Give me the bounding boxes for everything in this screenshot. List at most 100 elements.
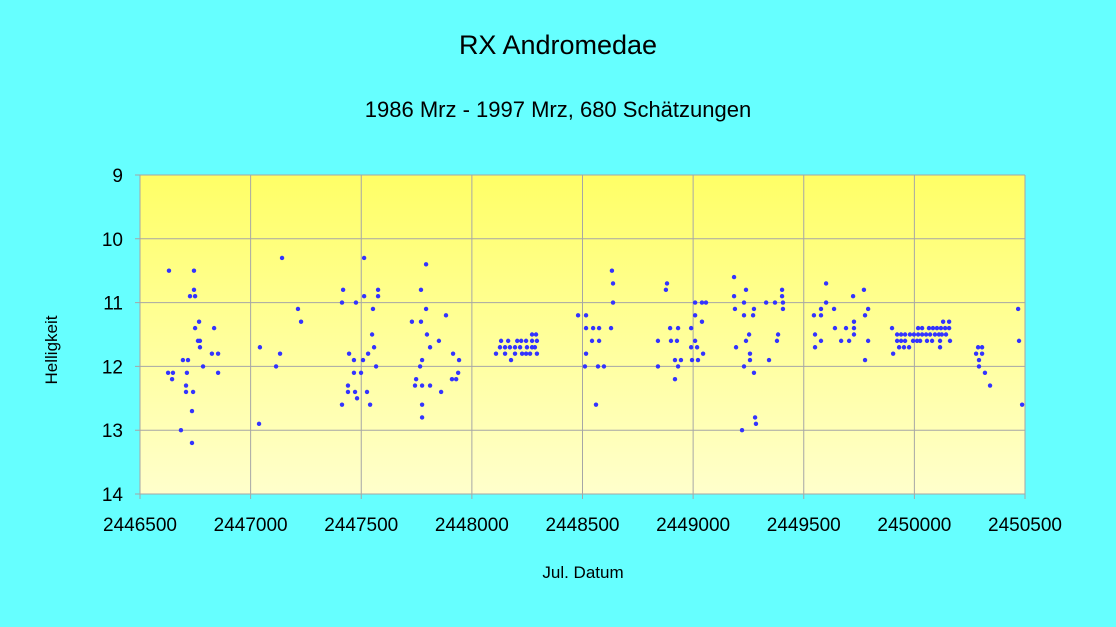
data-point <box>894 332 900 337</box>
y-tick-label: 11 <box>103 294 123 315</box>
data-point <box>256 421 262 427</box>
data-point <box>934 325 940 331</box>
data-point <box>183 383 189 388</box>
data-point <box>358 370 364 375</box>
y-tick-label: 13 <box>102 421 123 442</box>
data-point <box>700 351 706 356</box>
data-point <box>370 306 376 312</box>
data-point <box>529 332 535 337</box>
data-point <box>939 332 945 337</box>
data-point <box>409 319 415 324</box>
data-point <box>189 440 195 446</box>
data-point <box>608 325 614 331</box>
data-point <box>751 370 757 375</box>
data-point <box>364 389 370 395</box>
data-point <box>982 370 988 375</box>
data-point <box>375 287 381 293</box>
data-point <box>731 294 737 299</box>
data-point <box>678 357 684 363</box>
data-point <box>505 338 511 344</box>
data-point <box>1015 306 1021 312</box>
data-point <box>524 345 530 350</box>
data-point <box>360 357 366 363</box>
data-point <box>575 313 581 318</box>
data-point <box>601 364 607 369</box>
data-point <box>582 364 588 369</box>
data-point <box>674 338 680 344</box>
data-point <box>493 351 499 356</box>
data-point <box>497 345 503 350</box>
data-point <box>976 364 982 369</box>
data-point <box>823 300 829 305</box>
data-point <box>902 338 908 344</box>
x-tick-label: 2446500 <box>103 515 177 536</box>
data-point <box>865 306 871 312</box>
data-point <box>1019 402 1025 407</box>
x-axis-label: Jul. Datum <box>542 563 624 582</box>
y-tick-label: 14 <box>102 485 124 506</box>
data-point <box>979 351 985 356</box>
data-point <box>371 345 377 350</box>
data-point <box>699 300 705 305</box>
x-tick-label: 2450500 <box>988 515 1062 536</box>
data-point <box>695 357 701 363</box>
data-point <box>345 389 351 395</box>
data-point <box>443 313 449 318</box>
data-point <box>519 338 524 344</box>
data-point <box>590 325 596 331</box>
data-point <box>927 332 933 337</box>
data-point <box>165 370 171 375</box>
data-point <box>427 383 433 388</box>
data-point <box>1016 338 1022 344</box>
data-point <box>932 332 938 337</box>
chart-subtitle: 1986 Mrz - 1997 Mrz, 680 Schätzungen <box>364 97 752 122</box>
data-point <box>375 294 381 299</box>
data-point <box>502 345 508 350</box>
data-point <box>946 325 952 331</box>
data-point <box>610 281 616 286</box>
data-point <box>340 287 346 293</box>
data-point <box>369 332 375 337</box>
data-point <box>694 345 700 350</box>
data-point <box>610 300 616 305</box>
data-point <box>906 345 912 350</box>
data-point <box>455 370 461 375</box>
data-point <box>609 268 615 273</box>
data-point <box>351 357 357 363</box>
data-point <box>192 294 198 299</box>
data-point <box>746 332 752 337</box>
data-point <box>450 351 456 356</box>
data-point <box>361 255 367 261</box>
data-point <box>973 351 979 356</box>
y-tick-label: 12 <box>102 357 123 378</box>
data-point <box>508 357 514 363</box>
data-point <box>811 313 817 318</box>
data-point <box>818 306 824 312</box>
data-point <box>917 338 923 344</box>
data-point <box>211 325 217 331</box>
data-points <box>165 255 1025 446</box>
data-point <box>747 351 753 356</box>
data-point <box>741 364 747 369</box>
data-point <box>197 338 203 344</box>
data-point <box>818 313 824 318</box>
data-point <box>215 370 221 375</box>
data-point <box>937 338 943 344</box>
data-point <box>534 351 540 356</box>
data-point <box>423 262 429 267</box>
data-point <box>688 325 694 331</box>
data-point <box>752 415 758 420</box>
data-point <box>413 376 419 382</box>
data-point <box>519 351 525 356</box>
data-point <box>424 332 430 337</box>
data-point <box>838 338 844 344</box>
data-point <box>189 408 195 414</box>
data-point <box>894 338 900 344</box>
data-point <box>583 325 589 331</box>
data-point <box>987 383 993 388</box>
tick-labels: 2446500 2447000 2447500 2448000 2448500 24490… <box>102 166 1062 536</box>
data-point <box>947 338 953 344</box>
data-point <box>663 287 669 293</box>
data-point <box>523 351 529 356</box>
